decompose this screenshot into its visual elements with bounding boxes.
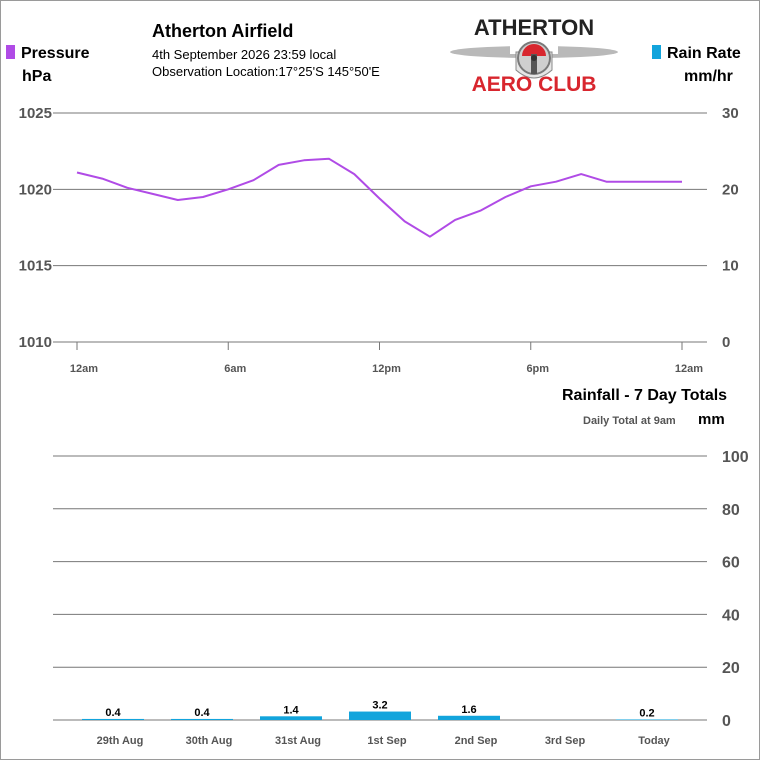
day-tick-label: 30th Aug (186, 735, 233, 747)
observation-location: Observation Location:17°25'S 145°50'E (152, 64, 380, 79)
rainfall-unit: mm (698, 411, 725, 428)
rainfall-bar (616, 719, 678, 720)
rainfall-panel-title: Rainfall - 7 Day Totals (562, 387, 728, 404)
rain-rate-legend: Rain Rate (652, 45, 741, 63)
rainfall-bar (349, 711, 411, 720)
rainfall-chart-gridlines (53, 455, 707, 721)
rainfall-axis-ticks: 0 20 40 60 80 100 (722, 449, 749, 730)
rain-rate-legend-swatch (652, 45, 661, 59)
rainfall-value-label: 1.6 (461, 704, 476, 716)
time-axis-ticks: 12am 6am 12pm 6pm 12am (70, 342, 703, 375)
pressure-axis-ticks: 1010 1015 1020 1025 (19, 105, 52, 351)
pressure-legend-label: Pressure (21, 45, 90, 62)
rainfall-bars: 0.4 0.4 1.4 3.2 1.6 0.2 (82, 700, 678, 720)
airplane-icon (450, 41, 618, 79)
rainfall-tick-label: 20 (722, 660, 740, 677)
day-tick-label: 3rd Sep (545, 735, 586, 747)
rainfall-bar (82, 718, 144, 720)
day-axis-ticks: 29th Aug 30th Aug 31st Aug 1st Sep 2nd Sep 3r… (97, 735, 671, 747)
day-tick-label: 31st Aug (275, 735, 321, 747)
time-tick-label: 12am (675, 363, 703, 375)
pressure-series (76, 157, 682, 238)
rainfall-value-label: 0.2 (639, 707, 654, 719)
rainfall-value-label: 0.4 (105, 707, 121, 719)
pressure-chart-gridlines (53, 112, 707, 343)
rain-rate-tick-label: 10 (722, 258, 739, 275)
day-tick-label: 2nd Sep (455, 735, 498, 747)
time-tick-label: 6pm (526, 363, 549, 375)
rain-rate-tick-label: 30 (722, 105, 739, 122)
station-title: Atherton Airfield (152, 21, 294, 41)
rainfall-bar (171, 718, 233, 720)
rain-rate-unit: mm/hr (684, 68, 733, 85)
rainfall-chart: 0 20 40 60 80 100 0.4 0.4 1.4 3.2 1.6 0.2 29th Aug… (53, 449, 749, 747)
rainfall-bar (438, 715, 500, 720)
time-tick-label: 12pm (372, 363, 401, 375)
pressure-legend-swatch (6, 45, 15, 59)
day-tick-label: Today (638, 735, 670, 747)
rain-rate-tick-label: 0 (722, 334, 730, 351)
rain-rate-tick-label: 20 (722, 181, 739, 198)
observation-datetime: 4th September 2026 23:59 local (152, 47, 337, 62)
day-tick-label: 1st Sep (367, 735, 406, 747)
pressure-tick-label: 1025 (19, 105, 52, 122)
logo-line2: AERO CLUB (472, 73, 597, 96)
pressure-unit: hPa (22, 68, 52, 85)
rainfall-tick-label: 60 (722, 555, 740, 572)
rainfall-tick-label: 0 (722, 713, 731, 730)
aero-club-logo: ATHERTON AERO CLUB (450, 15, 618, 96)
rainfall-tick-label: 40 (722, 607, 740, 624)
rain-rate-axis-ticks: 0 10 20 30 (722, 105, 739, 351)
time-tick-label: 6am (224, 363, 246, 375)
rainfall-panel-subtitle: Daily Total at 9am (583, 415, 676, 427)
pressure-legend: Pressure (6, 45, 90, 63)
pressure-tick-label: 1015 (19, 258, 52, 275)
time-tick-label: 12am (70, 363, 98, 375)
rain-rate-legend-label: Rain Rate (667, 45, 741, 62)
pressure-line (76, 157, 682, 238)
pressure-tick-label: 1010 (19, 334, 52, 351)
rainfall-value-label: 0.4 (194, 707, 210, 719)
pressure-tick-label: 1020 (19, 181, 52, 198)
rainfall-tick-label: 80 (722, 502, 740, 519)
rainfall-bar (260, 716, 322, 720)
rainfall-value-label: 1.4 (283, 704, 299, 716)
logo-line1: ATHERTON (474, 15, 594, 40)
rainfall-tick-label: 100 (722, 449, 749, 466)
rainfall-value-label: 3.2 (372, 700, 387, 712)
day-tick-label: 29th Aug (97, 735, 144, 747)
